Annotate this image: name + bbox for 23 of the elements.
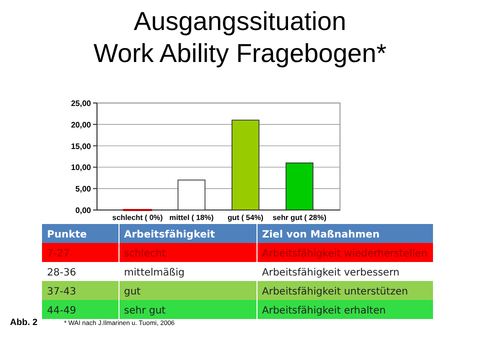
text: gut	[124, 286, 141, 298]
text: Arbeitsfähigkeit verbessern	[262, 268, 400, 278]
category-label: Ziel von Maßnahmen	[262, 230, 380, 240]
caption: Abb. 2	[10, 317, 38, 327]
y-tick-label: 20,00	[70, 120, 92, 130]
category-label: Punkte	[47, 230, 87, 240]
text: Arbeitsfähigkeit erhalten	[262, 306, 386, 316]
text: schlecht	[124, 248, 166, 260]
y-tick-label: 0,00	[75, 206, 92, 215]
text: sehr gut	[124, 306, 166, 316]
text: Arbeitsfähigkeit wiederherstellen	[262, 248, 428, 260]
text: 37-43	[47, 286, 76, 298]
y-tick-label: 15,00	[70, 142, 92, 151]
y-tick-label: 25,00	[70, 99, 92, 108]
y-tick-label: 5,00	[75, 184, 92, 194]
text: mittelmäßig	[124, 268, 185, 278]
chart-title: Ausgangssituation Work Ability Fragebogen*	[94, 6, 386, 68]
text: 7-27	[47, 248, 70, 260]
text: 44-49	[47, 306, 76, 316]
y-tick-label: 10,00	[70, 163, 92, 172]
category-label: Arbeitsfähigkeit	[124, 230, 216, 240]
text: Arbeitsfähigkeit unterstützen	[262, 286, 408, 298]
text: 28-36	[47, 268, 76, 278]
